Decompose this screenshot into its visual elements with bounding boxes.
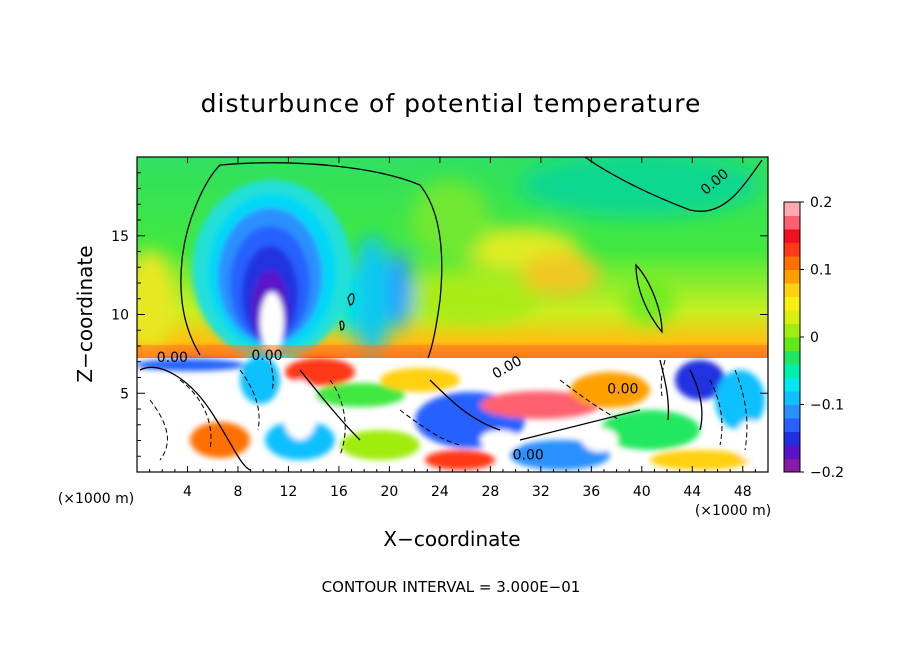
colorbar-swatch-6 bbox=[784, 377, 800, 392]
colorbar-swatch-19 bbox=[784, 202, 800, 216]
colorbar-swatch-4 bbox=[784, 404, 800, 419]
colorbar-swatch-9 bbox=[784, 337, 800, 351]
colorbar-swatch-14 bbox=[784, 269, 800, 284]
zero-contour-lens bbox=[635, 263, 663, 334]
x-tick-label-2: 12 bbox=[280, 484, 298, 500]
colorbar-swatch-8 bbox=[784, 350, 800, 365]
contour-interval-note: CONTOUR INTERVAL = 3.000E−01 bbox=[322, 578, 581, 596]
colorbar-tick-label-1: 0.1 bbox=[810, 263, 832, 279]
colorbar-swatch-10 bbox=[784, 323, 800, 338]
upper-anomalies bbox=[137, 157, 760, 355]
colorbar-swatch-11 bbox=[784, 310, 800, 324]
colorbar-swatch-7 bbox=[784, 364, 800, 378]
x-tick-label-5: 24 bbox=[431, 484, 449, 500]
zero-contour-left bbox=[180, 162, 443, 359]
x-unit-label-right: (×1000 m) bbox=[695, 503, 771, 519]
colorbar-tick-label-0: 0.2 bbox=[810, 195, 832, 211]
x-tick-label-3: 16 bbox=[330, 484, 348, 500]
x-tick-label-10: 44 bbox=[683, 484, 701, 500]
lower-turbulence bbox=[137, 356, 765, 470]
contour-lines bbox=[139, 157, 763, 471]
x-unit-label-left: (×1000 m) bbox=[58, 491, 134, 507]
colorbar-tick-label-4: −0.2 bbox=[810, 465, 844, 481]
x-axis: 4 8 12 16 20 24 28 32 36 40 44 48 bbox=[149, 157, 756, 500]
x-tick-label-1: 8 bbox=[233, 484, 242, 500]
colorbar-tick-label-3: −0.1 bbox=[810, 398, 844, 414]
zero-contour-blob-b bbox=[339, 320, 345, 331]
zero-contour-upper-right bbox=[584, 157, 763, 212]
contour-label-4: 0.00 bbox=[513, 447, 544, 463]
colorbar-swatch-3 bbox=[784, 418, 800, 432]
colorbar-swatch-5 bbox=[784, 391, 800, 405]
cold-plume bbox=[192, 180, 352, 360]
colorbar-swatch-13 bbox=[784, 283, 800, 297]
contour-label-3: 0.00 bbox=[607, 381, 638, 397]
plot-area bbox=[137, 157, 768, 472]
colorbar-swatch-16 bbox=[784, 242, 800, 257]
colorbar-tick-label-2: 0 bbox=[810, 330, 819, 346]
y-tick-label-0: 5 bbox=[120, 386, 129, 402]
x-tick-label-9: 40 bbox=[633, 484, 651, 500]
colorbar-swatch-2 bbox=[784, 431, 800, 446]
zero-contour-lower bbox=[139, 359, 703, 471]
inversion-band bbox=[137, 345, 768, 355]
x-axis-label: X−coordinate bbox=[383, 527, 520, 551]
colorbar-swatch-12 bbox=[784, 296, 800, 311]
x-tick-label-7: 32 bbox=[532, 484, 550, 500]
y-tick-label-1: 10 bbox=[111, 308, 129, 324]
colorbar: 0.2 0.1 0 −0.1 −0.2 bbox=[783, 195, 844, 481]
x-tick-label-4: 20 bbox=[380, 484, 398, 500]
y-axis: 5 10 15 bbox=[111, 172, 768, 457]
colorbar-swatch-17 bbox=[784, 229, 800, 243]
x-tick-label-0: 4 bbox=[183, 484, 192, 500]
x-tick-label-8: 36 bbox=[582, 484, 600, 500]
y-axis-label: Z−coordinate bbox=[73, 245, 97, 382]
contour-label-0: 0.00 bbox=[157, 350, 188, 366]
x-tick-label-11: 48 bbox=[734, 484, 752, 500]
zero-contour-blob-a bbox=[347, 292, 355, 306]
contour-label-1: 0.00 bbox=[251, 348, 282, 364]
contour-lines-negative bbox=[149, 359, 748, 461]
colorbar-swatch-1 bbox=[784, 445, 800, 459]
chart-title: disturbunce of potential temperature bbox=[201, 89, 702, 118]
colorbar-swatch-0 bbox=[784, 458, 800, 473]
colorbar-swatch-18 bbox=[784, 215, 800, 230]
x-tick-label-6: 28 bbox=[481, 484, 499, 500]
colorbar-swatch-15 bbox=[784, 256, 800, 270]
y-tick-label-2: 15 bbox=[111, 229, 129, 245]
